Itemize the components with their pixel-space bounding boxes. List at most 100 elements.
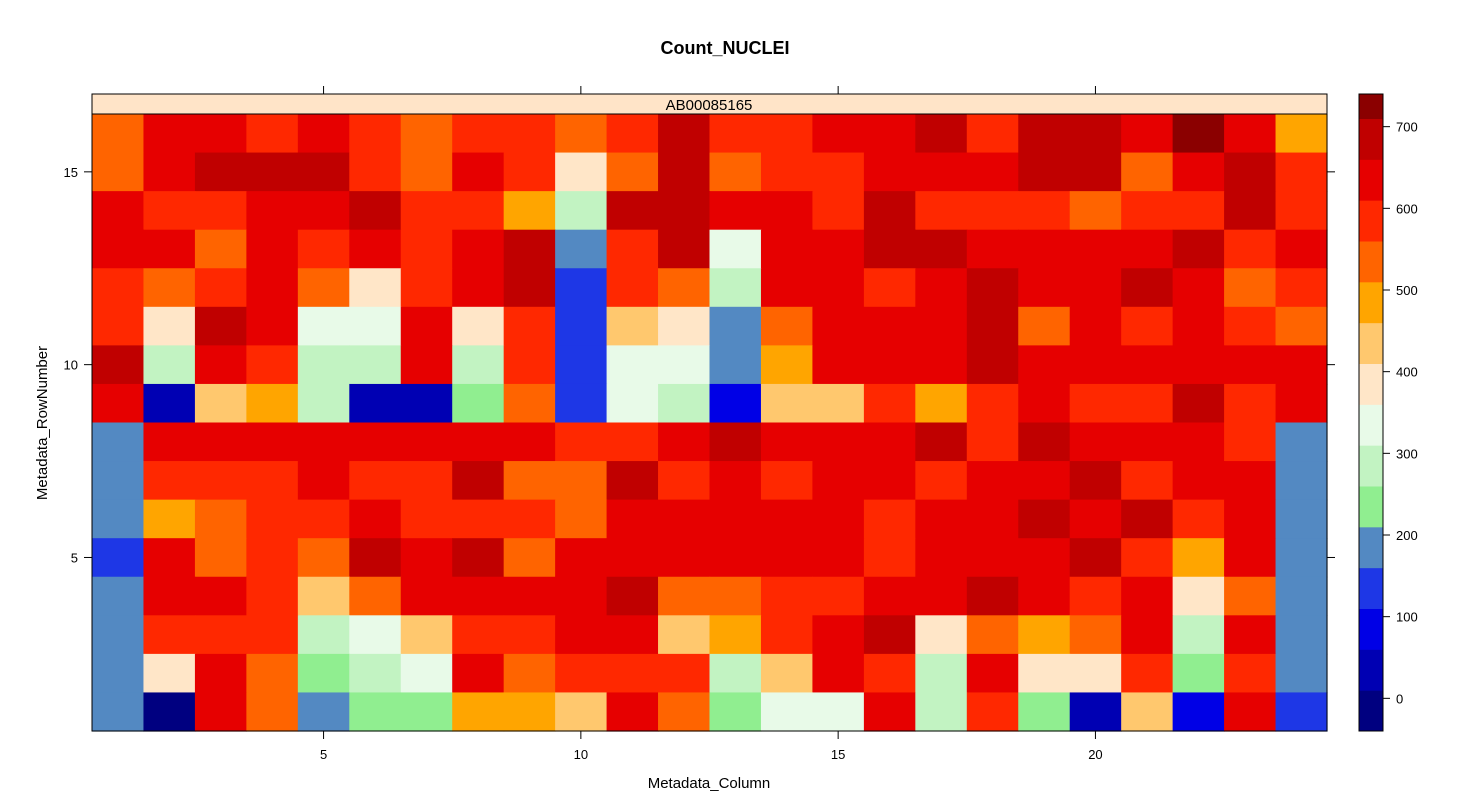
heatmap-cell [400, 229, 453, 269]
heatmap-cell [915, 692, 968, 732]
heatmap-cell [452, 576, 505, 616]
heatmap-cell [246, 653, 299, 694]
heatmap-cell [92, 499, 145, 539]
heatmap-cell [658, 461, 711, 501]
heatmap-cell [812, 114, 865, 154]
heatmap-cell [760, 576, 814, 616]
heatmap-cell [1121, 191, 1174, 231]
heatmap-cell [1121, 538, 1174, 578]
heatmap-cell [349, 229, 402, 269]
heatmap-cell [143, 576, 196, 616]
heatmap-cell [246, 229, 299, 269]
heatmap-cell [143, 191, 196, 231]
heatmap-cell [1224, 461, 1277, 501]
heatmap-cell [297, 692, 350, 732]
colorbar-tick-label: 100 [1396, 610, 1418, 625]
heatmap-cell [1275, 383, 1328, 424]
heatmap-cell [863, 345, 916, 385]
heatmap-cell [1275, 615, 1328, 655]
heatmap-cell [194, 306, 247, 346]
heatmap-cell [606, 229, 659, 269]
heatmap-cell [246, 538, 299, 578]
heatmap-cell [503, 306, 556, 346]
heatmap-cell [92, 615, 145, 655]
x-tick-label: 5 [320, 747, 327, 762]
heatmap-cell [246, 576, 299, 616]
heatmap-cell [812, 306, 865, 346]
heatmap-cell [606, 114, 659, 154]
heatmap-cell [194, 499, 247, 539]
heatmap-cell [555, 615, 608, 655]
colorbar-swatch [1359, 649, 1383, 691]
heatmap-cell [452, 692, 505, 732]
heatmap-cell [194, 191, 247, 231]
heatmap-cell [555, 499, 608, 539]
heatmap-cell [760, 268, 814, 308]
heatmap-cell [1069, 306, 1122, 346]
heatmap-cell [1018, 114, 1071, 154]
heatmap-cell [143, 114, 196, 154]
heatmap-cell [863, 653, 916, 694]
heatmap-cell [1224, 306, 1277, 346]
heatmap-cell [1275, 268, 1328, 308]
heatmap-cell [555, 653, 608, 694]
heatmap-cell [400, 152, 453, 192]
heatmap-cell [1224, 345, 1277, 385]
heatmap-cell [1172, 461, 1225, 501]
heatmap-cell [503, 576, 556, 616]
heatmap-cell [400, 461, 453, 501]
heatmap-cell [863, 306, 916, 346]
heatmap-cell [194, 653, 247, 694]
heatmap-cell [606, 692, 659, 732]
heatmap-cell [92, 191, 145, 231]
colorbar-swatch [1359, 486, 1383, 528]
heatmap-cell [863, 576, 916, 616]
heatmap-cell [966, 576, 1019, 616]
heatmap-cell [1018, 422, 1071, 462]
colorbar-swatch [1359, 567, 1383, 609]
heatmap-cell [349, 576, 402, 616]
heatmap-cell [863, 229, 916, 269]
heatmap-cell [194, 615, 247, 655]
heatmap-cell [863, 615, 916, 655]
x-tick-label: 20 [1088, 747, 1102, 762]
colorbar-swatch [1359, 200, 1383, 242]
heatmap-cell [1224, 653, 1277, 694]
heatmap-cell [915, 615, 968, 655]
heatmap-cell [555, 152, 608, 192]
heatmap-cell [915, 576, 968, 616]
heatmap-cell [400, 692, 453, 732]
heatmap-cell [863, 499, 916, 539]
heatmap-cell [143, 229, 196, 269]
heatmap-cell [1275, 499, 1328, 539]
heatmap-cell [92, 653, 145, 694]
heatmap-cell [709, 229, 762, 269]
heatmap-cell [1069, 345, 1122, 385]
heatmap-cell [915, 461, 968, 501]
heatmap-cell [1172, 114, 1225, 154]
heatmap-cell [503, 653, 556, 694]
heatmap-cell [863, 461, 916, 501]
heatmap-cell [606, 383, 659, 424]
heatmap-cell [143, 538, 196, 578]
x-tick-label: 15 [831, 747, 845, 762]
colorbar-swatch [1359, 159, 1383, 201]
heatmap-cell [297, 345, 350, 385]
heatmap-cell [863, 191, 916, 231]
heatmap-cell [760, 422, 814, 462]
heatmap-cell [143, 692, 196, 732]
heatmap-cell [1069, 191, 1122, 231]
heatmap-cell [555, 538, 608, 578]
colorbar-tick-label: 300 [1396, 446, 1418, 461]
heatmap-cell [658, 306, 711, 346]
heatmap-cell [246, 268, 299, 308]
heatmap-cell [1018, 229, 1071, 269]
heatmap-cell [709, 615, 762, 655]
heatmap-cell [760, 499, 814, 539]
heatmap-cell [966, 538, 1019, 578]
heatmap-cell [1121, 114, 1174, 154]
heatmap-cell [400, 499, 453, 539]
heatmap-cell [194, 152, 247, 192]
colorbar-swatch [1359, 690, 1383, 732]
